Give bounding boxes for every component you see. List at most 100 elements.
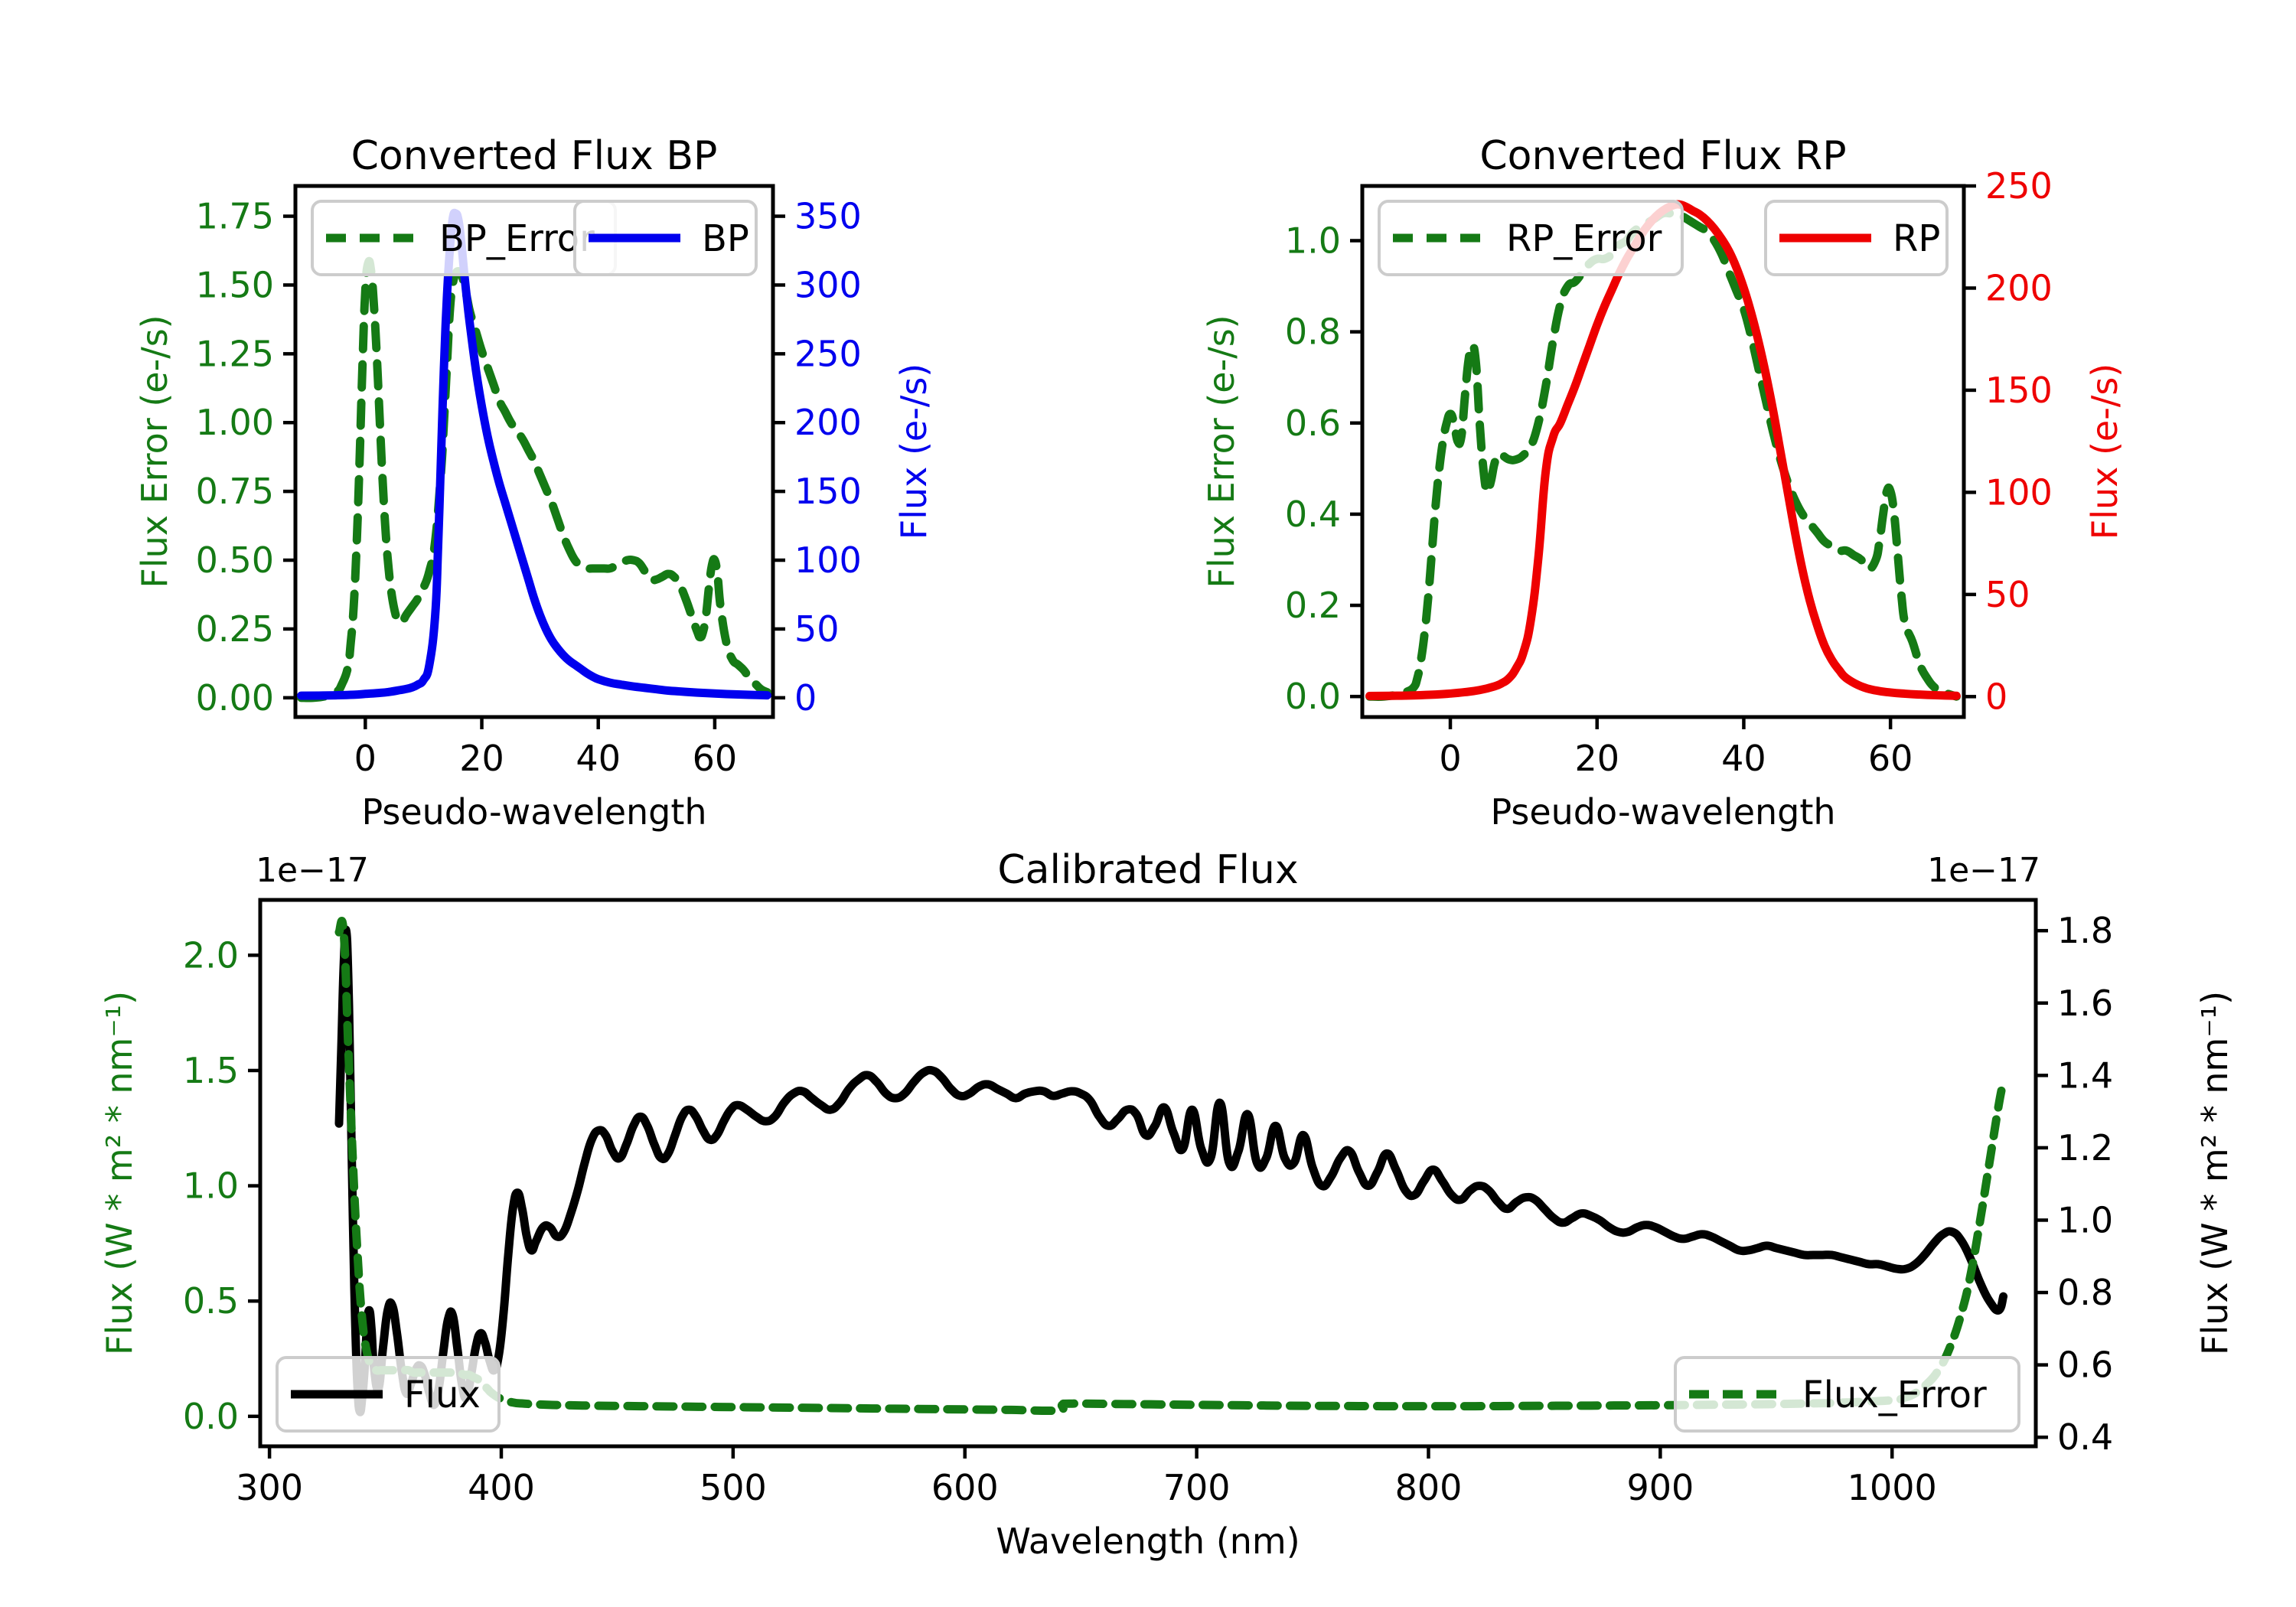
- y-tick-label-left: 1.5: [183, 1050, 239, 1091]
- series-RP: [1365, 200, 1961, 701]
- y-tick-label-right: 200: [794, 402, 862, 443]
- legend-RP_Error: RP_Error: [1378, 200, 1684, 276]
- y-tick-label-right: 1.6: [2057, 983, 2113, 1024]
- y-tick-label-left: 0.5: [183, 1280, 239, 1322]
- legend-box-Flux_Error: [1674, 1356, 2020, 1433]
- x-tick-label: 500: [700, 1467, 767, 1508]
- legend-label-BP: BP: [702, 217, 749, 260]
- y-tick-label-left: 0.50: [196, 539, 274, 581]
- y-tick-label-right: 1.8: [2057, 910, 2113, 951]
- legend-label-Flux: Flux: [404, 1374, 481, 1416]
- legend-label-Flux_Error: Flux_Error: [1802, 1374, 1987, 1416]
- x-tick-label: 60: [693, 738, 738, 779]
- series-BP: [297, 208, 771, 700]
- y-tick-label-right: 300: [794, 264, 862, 305]
- legend-label-BP_Error: BP_Error: [439, 217, 595, 260]
- y-tick-label-left: 0.0: [1285, 676, 1341, 717]
- axes-frame: [1360, 184, 1966, 719]
- y-tick-label-left: 1.0: [1285, 220, 1341, 261]
- axes-frame: [293, 184, 775, 719]
- y-tick-label-right: 50: [794, 608, 840, 650]
- y-tick-label-right: 1.2: [2057, 1127, 2113, 1169]
- x-tick-label: 800: [1395, 1467, 1463, 1508]
- y-tick-label-right: 100: [794, 539, 862, 581]
- panel-title-bottom: Calibrated Flux: [997, 847, 1298, 893]
- x-tick-label: 300: [236, 1467, 303, 1508]
- y-axis-label-left-bottom: Flux (W * m² * nm⁻¹): [99, 991, 140, 1355]
- y-tick-label-right: 1.4: [2057, 1054, 2113, 1096]
- x-tick-label: 1000: [1848, 1467, 1937, 1508]
- y-axis-label-right-top-left: Flux (e-/s): [893, 363, 934, 540]
- panel-top-right: Converted Flux RP 0 20 40 60 Pseudo-wavelengt…: [1201, 133, 2125, 833]
- y-tick-label-right: 250: [1985, 165, 2053, 207]
- y-tick-label-left: 0.2: [1285, 585, 1341, 626]
- x-axis-label-top-left: Pseudo-wavelength: [361, 791, 706, 833]
- data-layer: [1365, 200, 1961, 701]
- panel-bottom: Calibrated Flux 300 400 500 600 700 800 900 1000…: [99, 847, 2236, 1562]
- legend-Flux: Flux: [276, 1356, 501, 1433]
- x-tick-label: 900: [1626, 1467, 1694, 1508]
- x-axis-label-bottom: Wavelength (nm): [996, 1521, 1300, 1562]
- x-tick-label: 40: [576, 738, 621, 779]
- series-Flux: [334, 925, 2008, 1416]
- y-axis-label-left-top-left: Flux Error (e-/s): [134, 315, 175, 588]
- y-tick-label-right: 100: [1985, 471, 2053, 513]
- y-tick-label-left: 0.75: [196, 471, 274, 512]
- y-tick-label-left: 0.0: [183, 1396, 239, 1437]
- x-tick-label: 20: [459, 738, 504, 779]
- legend-box-Flux: [276, 1356, 501, 1433]
- right-axis-offset-bottom: 1e−17: [1927, 851, 2040, 890]
- legend-label-RP_Error: RP_Error: [1506, 217, 1662, 260]
- y-tick-label-left: 1.75: [196, 196, 274, 237]
- x-tick-label: 40: [1721, 738, 1766, 779]
- y-axis-label-left-top-right: Flux Error (e-/s): [1201, 315, 1242, 588]
- y-tick-label-right: 50: [1985, 574, 2030, 615]
- y-tick-label-right: 150: [1985, 370, 2053, 411]
- y-tick-label-left: 0.25: [196, 608, 274, 650]
- y-tick-label-left: 0.00: [196, 677, 274, 719]
- y-tick-label-left: 1.00: [196, 402, 274, 443]
- x-tick-label: 700: [1163, 1467, 1231, 1508]
- x-tick-label: 400: [468, 1467, 535, 1508]
- legend-BP_Error: BP_Error: [311, 200, 617, 276]
- y-tick-label-right: 350: [794, 196, 862, 237]
- y-tick-label-right: 250: [794, 333, 862, 374]
- y-tick-label-right: 0.4: [2057, 1416, 2113, 1458]
- series-Flux_Error: [334, 916, 2008, 1416]
- series-BP_Error: [297, 256, 771, 702]
- y-tick-label-right: 200: [1985, 267, 2053, 308]
- y-tick-label-right: 0.6: [2057, 1345, 2113, 1386]
- legend-BP: BP: [573, 200, 758, 276]
- panel-title-top-left: Converted Flux BP: [351, 133, 718, 179]
- y-tick-label-left: 1.25: [196, 333, 274, 374]
- legend-label-RP: RP: [1893, 217, 1940, 260]
- x-tick-label: 0: [1439, 738, 1461, 779]
- legend-RP: RP: [1764, 200, 1949, 276]
- x-tick-label: 60: [1868, 738, 1913, 779]
- legend-Flux_Error: Flux_Error: [1674, 1356, 2020, 1433]
- y-tick-label-left: 1.0: [183, 1165, 239, 1207]
- y-tick-label-right: 150: [794, 471, 862, 512]
- series-RP_Error: [1365, 208, 1961, 701]
- y-tick-label-right: 0.8: [2057, 1272, 2113, 1313]
- x-tick-label: 20: [1574, 738, 1619, 779]
- axes-frame: [258, 898, 2038, 1449]
- y-tick-label-right: 0: [1985, 676, 2007, 717]
- x-axis-label-top-right: Pseudo-wavelength: [1490, 791, 1835, 833]
- legend-box-RP_Error: [1378, 200, 1684, 276]
- y-axis-label-right-bottom: Flux (W * m² * nm⁻¹): [2194, 991, 2236, 1355]
- data-layer: [297, 208, 771, 702]
- data-layer: [334, 916, 2008, 1416]
- y-tick-label-left: 0.8: [1285, 311, 1341, 353]
- left-axis-offset-bottom: 1e−17: [256, 851, 369, 890]
- x-tick-label: 0: [354, 738, 377, 779]
- panel-title-top-right: Converted Flux RP: [1479, 133, 1846, 179]
- y-tick-label-left: 0.6: [1285, 403, 1341, 444]
- x-tick-label: 600: [931, 1467, 999, 1508]
- y-tick-label-left: 2.0: [183, 934, 239, 976]
- y-tick-label-left: 0.4: [1285, 494, 1341, 535]
- y-tick-label-right: 1.0: [2057, 1199, 2113, 1240]
- y-tick-label-right: 0: [794, 677, 817, 719]
